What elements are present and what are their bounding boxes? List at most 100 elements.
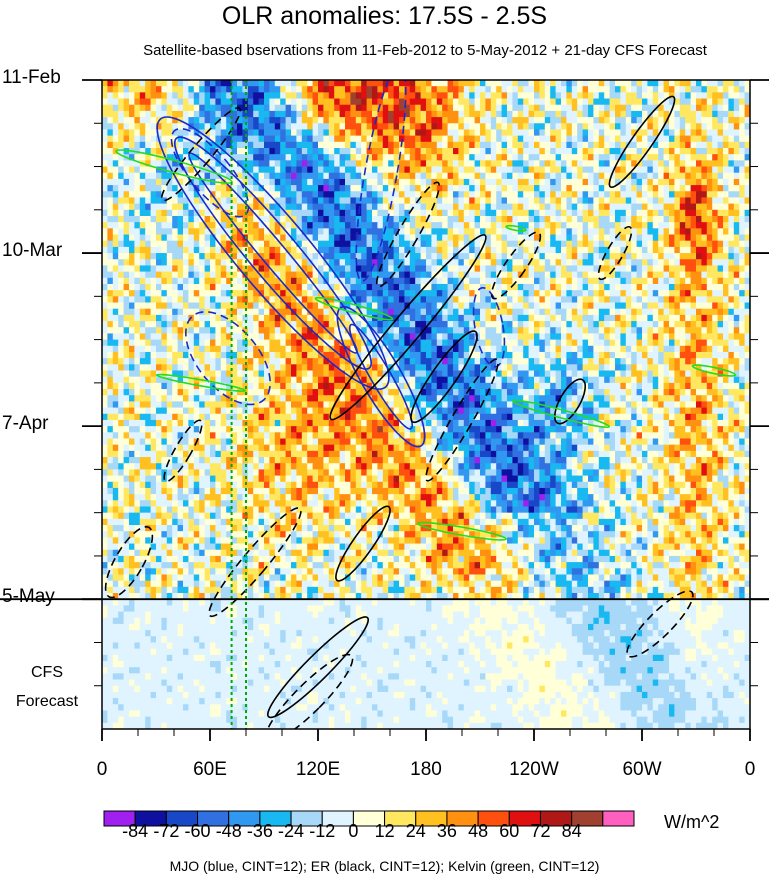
olr-cell (501, 178, 508, 186)
olr-cell (631, 110, 638, 118)
olr-cell (625, 290, 632, 297)
olr-cell (301, 314, 308, 322)
olr-cell (382, 302, 389, 310)
olr-cell (652, 290, 659, 297)
olr-cell (274, 117, 281, 124)
olr-cell (480, 215, 486, 223)
olr-cell (215, 166, 222, 174)
olr-cell (652, 166, 659, 174)
olr-cell (409, 141, 416, 149)
olr-cell (210, 92, 216, 100)
olr-cell (642, 178, 648, 186)
olr-cell (507, 197, 513, 205)
olr-cell (512, 265, 519, 273)
olr-cell (647, 259, 654, 267)
olr-cell (442, 228, 449, 236)
olr-cell (442, 222, 449, 229)
olr-cell (183, 314, 189, 322)
olr-cell (561, 178, 567, 186)
olr-cell (253, 314, 260, 322)
olr-cell (118, 86, 125, 93)
olr-cell (328, 160, 335, 168)
olr-cell (453, 178, 459, 186)
olr-cell (652, 209, 659, 217)
olr-cell (388, 253, 395, 260)
olr-cell (723, 147, 729, 155)
olr-cell (242, 117, 249, 124)
olr-cell (393, 117, 400, 124)
olr-cell (512, 215, 519, 223)
olr-cell (388, 222, 395, 229)
olr-cell (485, 178, 492, 186)
olr-cell (237, 314, 243, 322)
olr-cell (231, 166, 238, 174)
olr-cell (312, 240, 319, 248)
olr-cell (544, 92, 551, 100)
olr-cell (555, 92, 562, 100)
olr-cell (215, 141, 222, 149)
olr-cell (674, 154, 681, 161)
olr-cell (577, 222, 584, 229)
olr-cell (409, 271, 416, 279)
olr-cell (345, 197, 351, 205)
olr-cell (237, 98, 243, 106)
olr-cell (566, 321, 573, 328)
olr-cell (517, 80, 524, 87)
olr-cell (150, 203, 157, 211)
olr-cell (296, 185, 303, 192)
olr-cell (172, 228, 179, 236)
olr-cell (426, 160, 432, 168)
olr-cell (237, 259, 243, 267)
olr-cell (134, 166, 141, 174)
olr-cell (377, 290, 384, 297)
olr-cell (528, 154, 535, 161)
olr-cell (409, 215, 416, 223)
olr-cell (517, 141, 524, 149)
olr-cell (258, 185, 265, 192)
olr-cell (307, 277, 314, 285)
olr-cell (685, 203, 692, 211)
olr-cell (183, 104, 189, 112)
olr-cell (220, 185, 227, 192)
olr-cell (145, 92, 152, 100)
olr-cell (345, 123, 351, 131)
olr-cell (156, 129, 162, 137)
olr-cell (237, 308, 243, 316)
olr-cell (615, 296, 621, 304)
olr-cell (679, 271, 686, 279)
olr-cell (642, 321, 648, 328)
olr-cell (258, 160, 265, 168)
olr-cell (366, 129, 373, 137)
olr-cell (404, 215, 411, 223)
olr-cell (301, 110, 308, 118)
olr-cell (733, 209, 740, 217)
olr-cell (534, 228, 540, 236)
olr-cell (318, 104, 324, 112)
olr-cell (193, 234, 200, 242)
olr-cell (442, 321, 449, 328)
olr-cell (350, 222, 357, 229)
olr-cell (382, 277, 389, 285)
olr-cell (226, 147, 233, 155)
olr-cell (393, 154, 400, 161)
olr-cell (118, 302, 125, 310)
olr-cell (744, 240, 750, 248)
olr-cell (561, 277, 567, 285)
olr-cell (555, 296, 562, 304)
olr-cell (733, 234, 740, 242)
olr-cell (739, 209, 746, 217)
olr-cell (733, 172, 740, 180)
olr-cell (528, 147, 535, 155)
olr-cell (490, 129, 497, 137)
olr-cell (161, 222, 168, 229)
olr-cell (620, 314, 627, 322)
olr-cell (615, 215, 621, 223)
olr-cell (604, 154, 611, 161)
olr-cell (264, 215, 270, 223)
olr-cell (501, 314, 508, 322)
olr-cell (453, 104, 459, 112)
olr-cell (523, 123, 530, 131)
olr-cell (717, 240, 724, 248)
olr-cell (642, 147, 648, 155)
olr-cell (139, 129, 146, 137)
